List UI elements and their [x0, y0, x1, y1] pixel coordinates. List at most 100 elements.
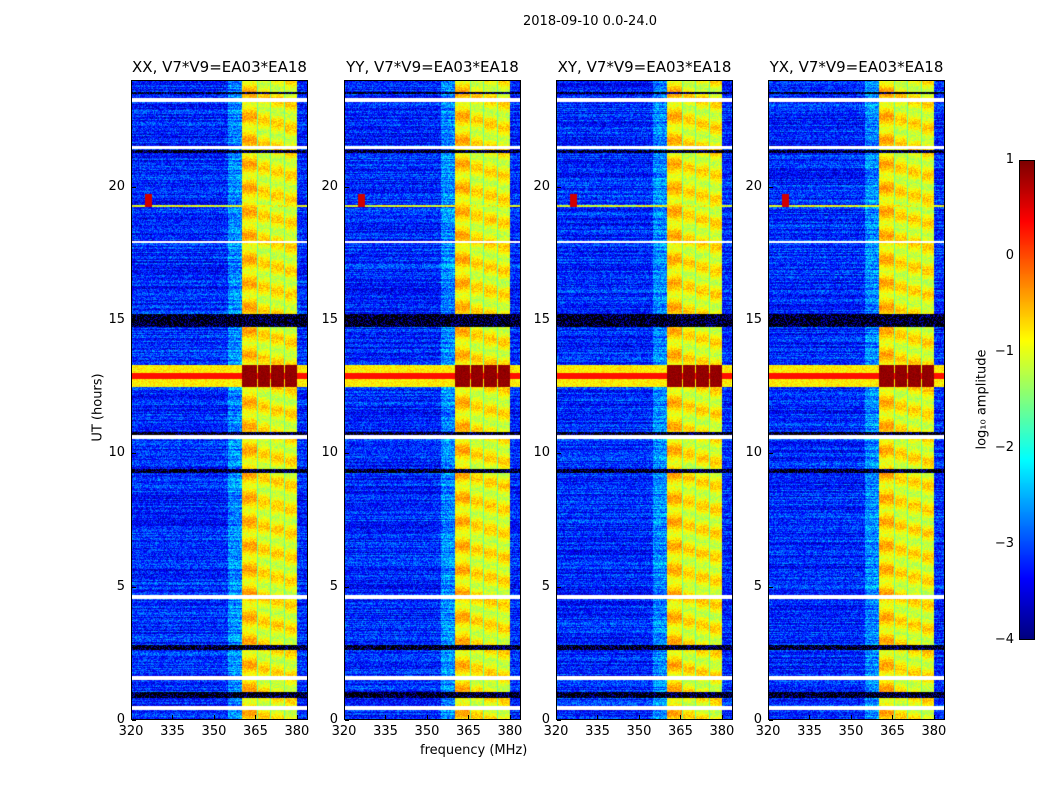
colorbar-tick-label: 0: [1005, 248, 1014, 263]
x-tick-label: 380: [497, 724, 523, 739]
x-tick-mark: [892, 715, 894, 719]
y-tick-mark: [132, 720, 136, 721]
y-tick-label: 10: [745, 445, 762, 461]
y-tick-mark: [132, 586, 136, 588]
y-tick-label: 10: [321, 445, 338, 461]
y-tick-mark: [132, 320, 136, 321]
y-tick-label: 15: [108, 312, 125, 327]
x-tick-mark: [385, 715, 387, 719]
panel-title: XY, V7*V9=EA03*EA18: [557, 58, 732, 76]
y-tick-mark: [557, 586, 561, 588]
colorbar: [1019, 160, 1035, 640]
x-tick-label: 350: [201, 724, 227, 739]
x-tick-mark: [296, 715, 298, 719]
x-tick-mark: [680, 715, 682, 719]
x-tick-label: 335: [585, 724, 610, 739]
y-tick-mark: [557, 453, 561, 455]
heatmap-panel: [131, 80, 308, 720]
x-tick-mark: [597, 715, 599, 719]
y-tick-mark: [769, 453, 773, 455]
y-tick-mark: [345, 720, 349, 721]
x-tick-mark: [850, 715, 852, 719]
y-tick-mark: [557, 320, 561, 321]
y-tick-label: 5: [116, 578, 125, 594]
x-tick-mark: [344, 715, 345, 719]
x-tick-mark: [933, 715, 935, 719]
y-tick-label: 20: [533, 178, 550, 194]
figure-title: 2018-09-10 0.0-24.0: [523, 14, 657, 29]
x-tick-mark: [638, 715, 640, 719]
panel-title: XX, V7*V9=EA03*EA18: [132, 58, 307, 76]
x-tick-mark: [509, 715, 511, 719]
y-tick-label: 20: [321, 178, 338, 194]
x-tick-label: 380: [284, 724, 310, 739]
y-tick-label: 0: [329, 712, 338, 727]
colorbar-tick-label: −1: [994, 344, 1014, 359]
y-tick-label: 20: [108, 178, 125, 194]
x-tick-label: 365: [456, 724, 481, 739]
colorbar-tick-label: −3: [994, 536, 1014, 551]
x-tick-mark: [213, 715, 215, 719]
x-tick-mark: [255, 715, 257, 719]
x-tick-label: 365: [668, 724, 693, 739]
y-tick-label: 5: [753, 578, 762, 594]
colorbar-tick-label: 1: [1005, 152, 1014, 167]
x-tick-mark: [131, 715, 132, 719]
y-tick-label: 5: [329, 578, 338, 594]
x-tick-label: 335: [373, 724, 398, 739]
y-tick-label: 15: [745, 312, 762, 327]
heatmap-cells: [769, 81, 944, 719]
y-tick-mark: [557, 720, 561, 721]
y-tick-mark: [769, 186, 773, 188]
y-tick-mark: [769, 720, 773, 721]
x-tick-label: 335: [160, 724, 185, 739]
x-tick-label: 320: [543, 724, 569, 739]
x-tick-label: 320: [755, 724, 781, 739]
x-tick-label: 365: [243, 724, 268, 739]
x-tick-mark: [172, 715, 174, 719]
x-tick-mark: [721, 715, 723, 719]
x-tick-label: 350: [414, 724, 440, 739]
colorbar-tick-label: −4: [994, 632, 1014, 647]
y-tick-label: 0: [753, 712, 762, 727]
x-tick-mark: [556, 715, 557, 719]
x-tick-label: 320: [331, 724, 357, 739]
x-tick-label: 380: [921, 724, 947, 739]
y-tick-label: 0: [541, 712, 550, 727]
y-tick-label: 5: [541, 578, 550, 594]
y-tick-mark: [769, 320, 773, 321]
y-tick-label: 15: [533, 312, 550, 327]
y-tick-mark: [557, 186, 561, 188]
x-tick-mark: [768, 715, 769, 719]
x-axis-label: frequency (MHz): [420, 743, 528, 758]
colorbar-tick-label: −2: [994, 440, 1014, 455]
y-tick-label: 10: [533, 445, 550, 461]
y-tick-mark: [132, 186, 136, 188]
panel-title: YY, V7*V9=EA03*EA18: [346, 58, 519, 76]
x-tick-label: 380: [709, 724, 735, 739]
x-tick-label: 350: [838, 724, 864, 739]
x-tick-mark: [426, 715, 428, 719]
y-tick-mark: [769, 586, 773, 588]
x-tick-label: 335: [797, 724, 822, 739]
heatmap-cells: [132, 81, 307, 719]
y-tick-label: 10: [108, 445, 125, 461]
y-tick-label: 20: [745, 178, 762, 194]
y-tick-mark: [345, 586, 349, 588]
y-tick-label: 0: [116, 712, 125, 727]
y-tick-mark: [345, 186, 349, 188]
x-tick-label: 320: [118, 724, 144, 739]
y-tick-label: 15: [321, 312, 338, 327]
heatmap-panel: [344, 80, 521, 720]
x-tick-mark: [468, 715, 470, 719]
x-tick-label: 365: [880, 724, 905, 739]
y-tick-mark: [345, 320, 349, 321]
heatmap-cells: [557, 81, 732, 719]
heatmap-cells: [345, 81, 520, 719]
colorbar-gradient: [1020, 161, 1034, 639]
y-tick-mark: [132, 453, 136, 455]
panel-title: YX, V7*V9=EA03*EA18: [769, 58, 944, 76]
x-tick-mark: [809, 715, 811, 719]
x-tick-label: 350: [626, 724, 652, 739]
